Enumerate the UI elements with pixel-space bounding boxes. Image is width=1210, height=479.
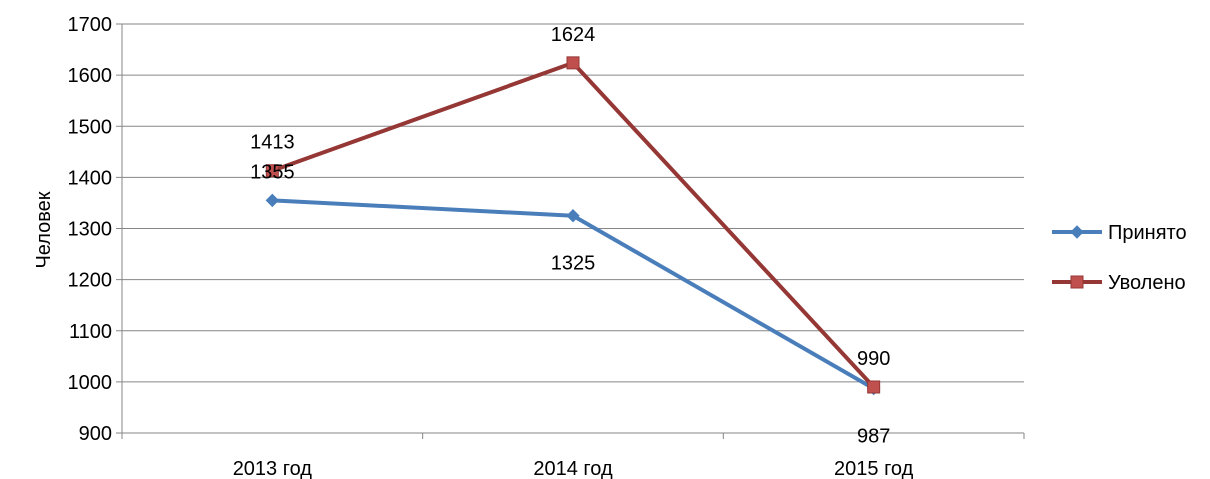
series-1-point-2 [867,380,881,394]
series-0-label-0: 1355 [250,161,295,183]
series-1-point-1 [566,56,580,70]
axes [116,23,1025,439]
x-tick-label-2: 2015 год [834,458,914,479]
legend-marker-1 [1070,275,1084,289]
series-1-label-1: 1624 [551,24,596,46]
y-tick-label-1600: 1600 [68,65,113,87]
y-axis-title: Человек [33,191,55,268]
series-0-label-2: 987 [857,426,890,448]
y-tick-label-1200: 1200 [68,270,113,292]
legend-marker-0 [1070,225,1084,239]
x-tick-label-1: 2014 год [533,458,613,479]
y-tick-label-1400: 1400 [68,167,113,189]
x-tick-labels: 2013 год 2014 год 2015 год [233,458,914,479]
x-tick-label-0: 2013 год [233,458,313,479]
y-tick-label-900: 900 [79,423,112,445]
series-1-label-2: 990 [857,348,890,370]
legend-label-0: Принято [1108,222,1187,244]
legend-label-1: Уволено [1108,272,1186,294]
y-tick-label-1000: 1000 [68,372,113,394]
gridlines [122,23,1024,434]
y-tick-label-1100: 1100 [69,321,112,343]
y-tick-label-1300: 1300 [68,219,113,241]
legend: Принято Уволено [1052,222,1187,294]
series-1-point-0 [265,164,279,178]
series-1-label-0: 1413 [250,132,295,154]
series-group [265,56,881,396]
series-0-label-1: 1325 [551,253,596,275]
y-tick-label-1500: 1500 [68,116,113,138]
y-tick-labels: 900 1000 1100 1200 1300 1400 1500 1600 1700 [68,14,113,445]
series-0-point-1 [566,209,580,223]
data-labels: 1355 1325 987 1413 1624 990 [250,24,890,448]
series-0-point-0 [265,193,280,208]
y-tick-label-1700: 1700 [68,14,113,36]
